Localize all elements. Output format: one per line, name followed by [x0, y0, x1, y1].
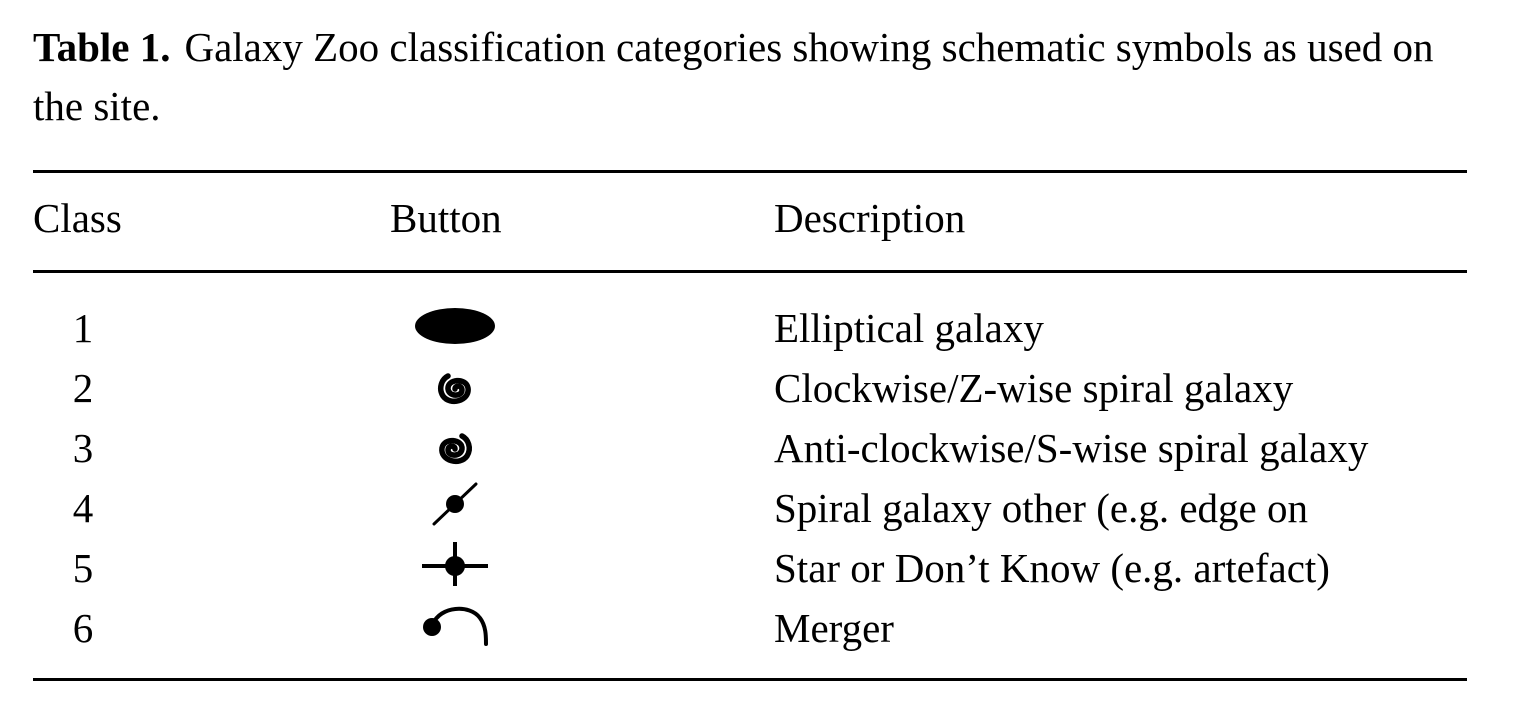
elliptical-galaxy-icon[interactable]: [410, 298, 500, 358]
class-description: Merger: [774, 605, 894, 651]
table-row: 5 Star or Don’t Know (e.g. artefact): [0, 538, 1540, 598]
star-icon[interactable]: [410, 538, 500, 598]
table-caption: Table 1. Galaxy Zoo classification catego…: [33, 18, 1473, 136]
table-row: 1 Elliptical galaxy: [0, 298, 1540, 358]
class-description: Elliptical galaxy: [774, 305, 1044, 351]
caption-text: Galaxy Zoo classification categories sho…: [33, 24, 1434, 129]
class-number: 4: [72, 485, 94, 531]
class-description: Clockwise/Z-wise spiral galaxy: [774, 365, 1294, 411]
class-description: Anti-clockwise/S-wise spiral galaxy: [774, 425, 1369, 471]
class-description: Star or Don’t Know (e.g. artefact): [774, 545, 1330, 591]
merger-icon[interactable]: [410, 598, 500, 658]
class-description: Spiral galaxy other (e.g. edge on: [774, 485, 1308, 531]
class-number: 3: [72, 425, 94, 471]
edge-on-spiral-icon[interactable]: [410, 478, 500, 538]
class-number: 6: [72, 605, 94, 651]
header-rule: [33, 270, 1467, 273]
header-description: Description: [774, 195, 966, 241]
bottom-rule: [33, 678, 1467, 681]
table-row: 6 Merger: [0, 598, 1540, 658]
caption-label: Table 1.: [33, 24, 171, 70]
table-row: 3 Anti-clockwise/S-wise spiral galaxy: [0, 418, 1540, 478]
header-button: Button: [390, 195, 502, 241]
table-row: 4 Spiral galaxy other (e.g. edge on: [0, 478, 1540, 538]
class-number: 2: [72, 365, 94, 411]
class-number: 5: [72, 545, 94, 591]
top-rule: [33, 170, 1467, 173]
anticlockwise-spiral-icon[interactable]: [410, 418, 500, 478]
class-number: 1: [72, 305, 94, 351]
clockwise-spiral-icon[interactable]: [410, 358, 500, 418]
header-class: Class: [33, 195, 122, 241]
table-row: 2 Clockwise/Z-wise spiral galaxy: [0, 358, 1540, 418]
